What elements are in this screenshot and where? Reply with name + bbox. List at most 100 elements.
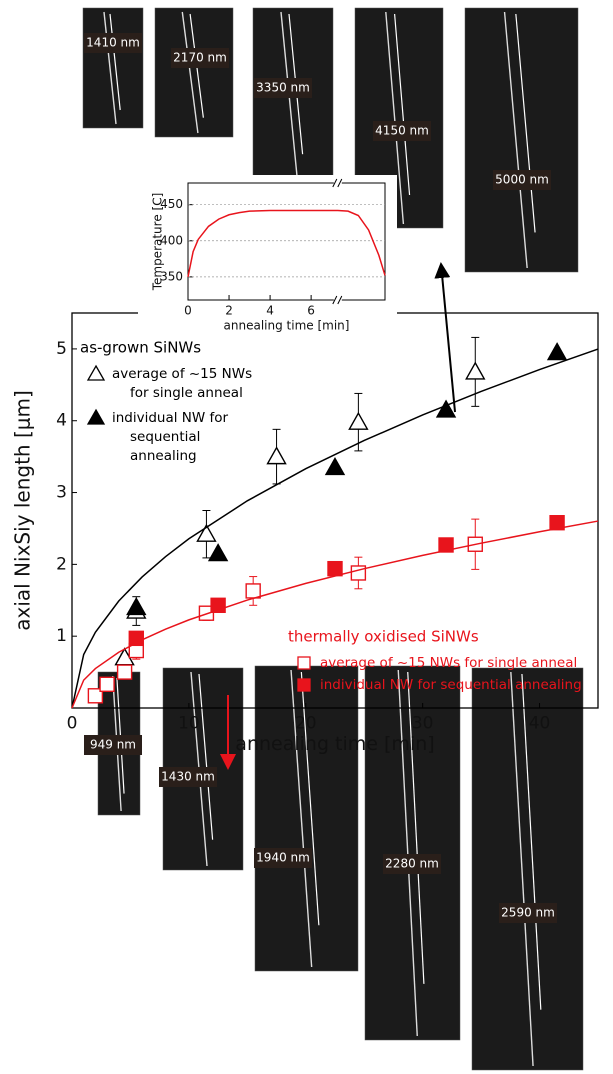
length-label: 1430 nm (161, 770, 215, 784)
length-label: 1940 nm (256, 851, 310, 865)
legend-entry-line: average of ~15 NWs (112, 366, 252, 382)
label-bg (254, 848, 312, 868)
y-tick-label: 3 (56, 483, 67, 503)
label-bg (84, 735, 142, 755)
y-tick-label: 350 (160, 269, 183, 283)
axis-break-gap (333, 297, 342, 303)
micrograph (364, 665, 461, 1041)
length-label: 4150 nm (375, 124, 429, 138)
micrograph (82, 7, 144, 129)
scale-arrow (300, 671, 320, 926)
arrow (434, 262, 456, 413)
legend-marker (297, 678, 311, 692)
legend-entry-line: annealing (130, 448, 197, 464)
scale-arrow (109, 13, 121, 111)
square-marker (350, 565, 367, 581)
legend-entry-line: individual NW for sequential annealing (320, 677, 582, 693)
triangle-marker (546, 342, 568, 361)
legend-entry: individual NW for sequential annealing (112, 410, 229, 464)
x-tick-label: 0 (67, 713, 78, 733)
scale-arrow (394, 13, 411, 196)
length-label: 949 nm (90, 738, 136, 752)
legend-marker (297, 656, 311, 670)
plot-frame (187, 182, 386, 301)
nanowire (397, 669, 418, 1037)
x-tick-label: 30 (412, 713, 434, 733)
triangle-marker (465, 361, 486, 380)
micrograph (154, 7, 234, 138)
axis-break (332, 295, 338, 305)
legend-entry: individual NW for sequential annealing (320, 677, 582, 693)
triangle-marker (207, 543, 229, 562)
legend-entry-line: sequential (130, 429, 200, 445)
scale-arrow (407, 671, 425, 984)
nanowire (181, 11, 199, 134)
label-bg (159, 767, 217, 787)
triangle-marker (266, 446, 287, 465)
length-label: 2170 nm (173, 51, 227, 65)
nanowire (103, 11, 117, 125)
legend-entry: average of ~15 NWs for single anneal (112, 366, 252, 401)
micrograph (254, 665, 359, 972)
nanowire (290, 669, 313, 968)
scale-arrow (198, 673, 214, 840)
square-marker (116, 664, 133, 680)
y-tick-label: 400 (160, 233, 183, 247)
fit-line (71, 520, 599, 709)
micrographs: 1410 nm 2170 nm 3350 nm 4150 nm 5000 nm 949 n… (82, 7, 584, 1071)
label-bg (383, 854, 441, 874)
triangle-marker (348, 411, 369, 430)
x-tick-label: 20 (295, 713, 317, 733)
fit-line (187, 209, 386, 278)
scale-arrow (521, 673, 542, 1010)
axis-break (337, 178, 343, 188)
scale-arrow (515, 13, 536, 233)
length-label: 2590 nm (501, 906, 555, 920)
square-marker (245, 583, 261, 599)
axis-break-gap (333, 180, 342, 186)
x-axis-title: annealing time [min] (235, 733, 434, 755)
label-bg (499, 903, 557, 923)
length-label: 1410 nm (86, 36, 140, 50)
axis-break (332, 178, 338, 188)
label-bg (171, 48, 229, 68)
square-marker (327, 560, 343, 577)
nanowire (385, 11, 405, 225)
legend-title: as-grown SiNWs (80, 339, 201, 357)
length-label: 5000 nm (495, 173, 549, 187)
legend-entry-line: individual NW for (112, 410, 229, 426)
y-tick-label: 5 (56, 339, 67, 359)
y-axis-title: axial NixSiy length [μm] (11, 390, 35, 631)
y-tick-label: 450 (160, 197, 183, 211)
x-tick-label: 4 (266, 303, 274, 317)
y-tick-label: 4 (56, 411, 67, 431)
legend-entry-line: average of ~15 NWs for single anneal (320, 655, 577, 671)
x-axis-title: annealing time [min] (224, 318, 350, 332)
legend-title: thermally oxidised SiNWs (288, 628, 479, 646)
legend-entry-line: for single anneal (130, 385, 243, 401)
nanowire (510, 671, 534, 1067)
label-bg (373, 121, 431, 141)
length-label: 2280 nm (385, 857, 439, 871)
triangle-marker (196, 523, 217, 542)
nanowire (503, 11, 528, 269)
x-tick-label: 6 (307, 303, 315, 317)
y-tick-label: 2 (56, 554, 67, 574)
label-bg (84, 33, 142, 53)
inset-background (138, 175, 397, 340)
label-bg (254, 78, 312, 98)
y-tick-label: 1 (56, 626, 67, 646)
triangle-marker (435, 399, 457, 418)
triangle-marker (126, 597, 147, 616)
square-marker (99, 676, 115, 692)
square-marker (87, 688, 104, 704)
fit-line (71, 348, 599, 709)
x-tick-label: 10 (178, 713, 200, 733)
axis-break (337, 295, 343, 305)
square-marker (438, 537, 454, 553)
micrograph (471, 667, 584, 1071)
x-tick-label: 2 (225, 303, 233, 317)
square-marker (549, 515, 565, 531)
x-tick-label: 0 (184, 303, 192, 317)
